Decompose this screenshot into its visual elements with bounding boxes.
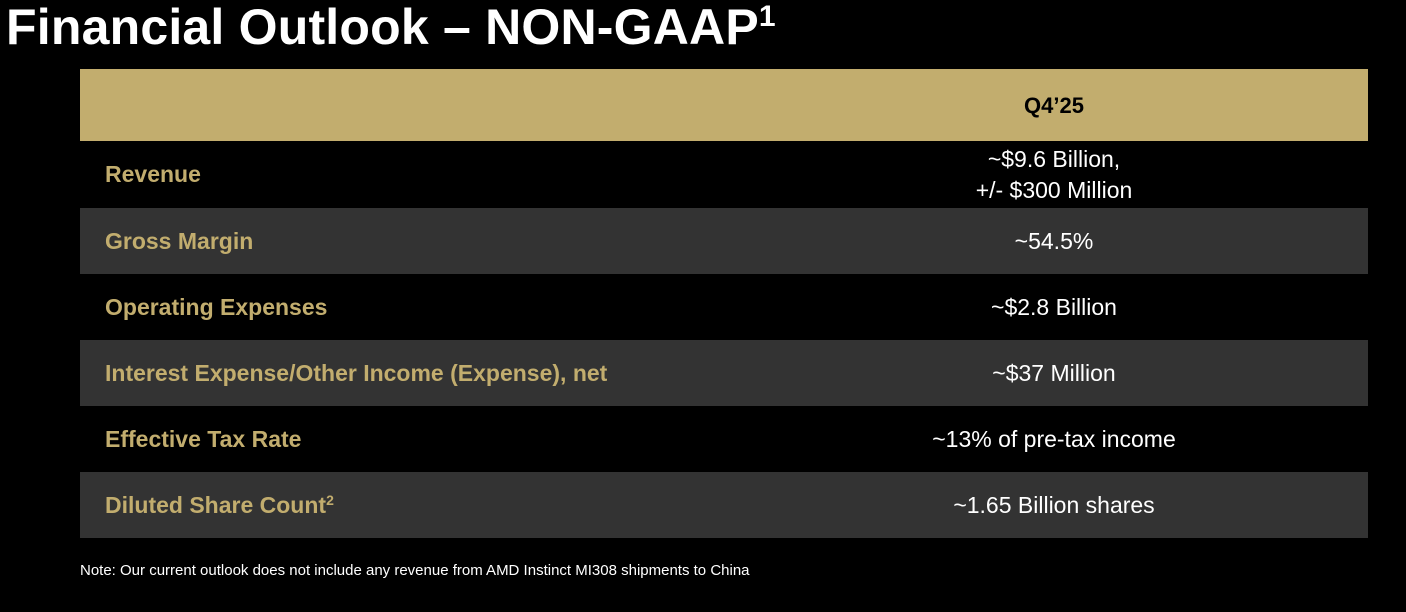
period-header: Q4’25 xyxy=(1024,93,1084,118)
title-footnote-marker: 1 xyxy=(758,0,776,33)
row-value: ~$9.6 Billion, +/- $300 Million xyxy=(740,144,1368,206)
row-value: ~13% of pre-tax income xyxy=(932,425,1176,452)
table-row-diluted-share-count: Diluted Share Count2 ~1.65 Billion share… xyxy=(80,472,1368,538)
row-label: Diluted Share Count2 xyxy=(80,492,740,519)
page-title: Financial Outlook – NON-GAAP1 xyxy=(6,0,776,56)
row-value: ~1.65 Billion shares xyxy=(953,491,1155,518)
table-row-interest-expense: Interest Expense/Other Income (Expense),… xyxy=(80,340,1368,406)
row-label-text: Diluted Share Count xyxy=(105,491,327,518)
row-label: Gross Margin xyxy=(105,227,254,254)
row-label: Interest Expense/Other Income (Expense),… xyxy=(105,359,608,386)
row-value: ~$2.8 Billion xyxy=(991,293,1117,320)
outlook-table: Q4’25 Revenue ~$9.6 Billion, +/- $300 Mi… xyxy=(80,69,1368,538)
label-footnote-marker: 2 xyxy=(326,491,334,508)
page-title-text: Financial Outlook – NON-GAAP xyxy=(6,0,759,55)
revenue-value-line-1: ~$9.6 Billion, xyxy=(987,145,1121,172)
row-label: Operating Expenses xyxy=(105,293,328,320)
row-label: Effective Tax Rate xyxy=(105,425,302,452)
table-row-effective-tax-rate: Effective Tax Rate ~13% of pre-tax incom… xyxy=(80,406,1368,472)
table-header: Q4’25 xyxy=(80,69,1368,141)
table-row-gross-margin: Gross Margin ~54.5% xyxy=(80,208,1368,274)
revenue-value-line-2: +/- $300 Million xyxy=(975,176,1133,203)
row-label: Revenue xyxy=(105,161,201,187)
table-row-operating-expenses: Operating Expenses ~$2.8 Billion xyxy=(80,274,1368,340)
table-row-revenue: Revenue ~$9.6 Billion, +/- $300 Million xyxy=(80,141,1368,208)
row-value: ~54.5% xyxy=(1014,227,1094,254)
row-value: ~$37 Million xyxy=(992,359,1116,386)
footnote-note: Note: Our current outlook does not inclu… xyxy=(80,562,750,579)
